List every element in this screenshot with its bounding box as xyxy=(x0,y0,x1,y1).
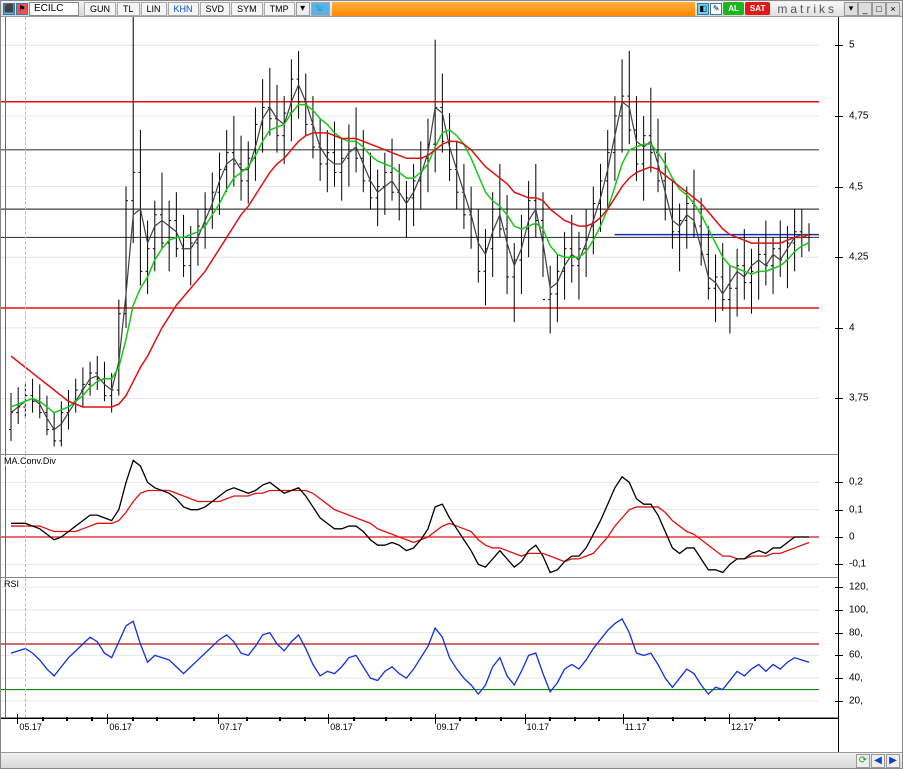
y-tick-label: 5 xyxy=(849,40,855,51)
chart-area: MA.Conv.Div RSI 05.17 06.17 07.17 08.17 09.1… xyxy=(1,17,902,752)
marker-vline xyxy=(25,17,26,454)
scroll-left-icon[interactable]: ◀ xyxy=(871,754,885,768)
btn-tl[interactable]: TL xyxy=(117,2,140,16)
toolbar: GUN TL LIN KHN SVD SYM TMP ▾ 🐦 xyxy=(84,2,330,16)
titlebar-accent xyxy=(332,2,695,16)
rsi-chart-svg xyxy=(1,578,819,718)
y-tick-label: 40, xyxy=(849,673,863,684)
y-tick-label: 3,75 xyxy=(849,393,868,404)
rsi-panel[interactable]: RSI xyxy=(1,578,838,718)
buy-pill[interactable]: AL xyxy=(723,2,744,15)
y-tick-label: 4,5 xyxy=(849,181,863,192)
y-tick-label: 20, xyxy=(849,695,863,706)
macd-panel[interactable]: MA.Conv.Div xyxy=(1,455,838,578)
refresh-icon[interactable]: ⟳ xyxy=(856,754,870,768)
cursor-vline xyxy=(5,455,6,577)
ticker-symbol[interactable]: ECILC xyxy=(29,2,79,16)
y-axis: 3,75 4 4,25 4,5 4,75 5 -0,1 0 0,1 0,2 20, 40, 60, 80,… xyxy=(838,17,902,752)
y-tick-label: 0,1 xyxy=(849,504,863,515)
rsi-label: RSI xyxy=(3,579,20,589)
x-tick-label: 08.17 xyxy=(330,722,353,732)
cursor-vline xyxy=(5,17,6,454)
x-tick-label: 07.17 xyxy=(220,722,243,732)
btn-gun[interactable]: GUN xyxy=(84,2,116,16)
btn-svd[interactable]: SVD xyxy=(200,2,231,16)
marker-vline xyxy=(25,578,26,717)
price-chart-svg xyxy=(1,17,819,455)
y-tick-label: 4 xyxy=(849,322,855,333)
btn-tmp[interactable]: TMP xyxy=(264,2,295,16)
btn-sym[interactable]: SYM xyxy=(231,2,263,16)
titlebar-left: ⬛ ⚑ ECILC GUN TL LIN KHN SVD SYM TMP ▾ 🐦 xyxy=(1,2,330,16)
y-tick-label: 80, xyxy=(849,627,863,638)
price-panel[interactable] xyxy=(1,17,838,455)
x-tick-label: 05.17 xyxy=(19,722,42,732)
maximize-icon[interactable]: □ xyxy=(872,2,886,16)
y-tick-label: 4,25 xyxy=(849,252,868,263)
pencil-icon[interactable]: ✎ xyxy=(710,3,722,15)
panels: MA.Conv.Div RSI 05.17 06.17 07.17 08.17 09.1… xyxy=(1,17,838,752)
x-tick-label: 11.17 xyxy=(625,722,647,732)
y-tick-label: 0,2 xyxy=(849,477,863,488)
y-tick-label: 120, xyxy=(849,582,868,593)
x-tick-label: 09.17 xyxy=(437,722,460,732)
y-tick-label: 100, xyxy=(849,604,868,615)
tool-icon-1[interactable]: ◧ xyxy=(697,3,709,15)
btn-lin[interactable]: LIN xyxy=(141,2,167,16)
y-tick-label: 60, xyxy=(849,650,863,661)
x-tick-label: 06.17 xyxy=(109,722,132,732)
statusbar: ⟳ ◀ ▶ xyxy=(1,752,902,768)
twitter-icon[interactable]: 🐦 xyxy=(311,2,330,16)
macd-chart-svg xyxy=(1,455,819,578)
scroll-right-icon[interactable]: ▶ xyxy=(886,754,900,768)
close-icon[interactable]: × xyxy=(886,2,900,16)
x-axis: 05.17 06.17 07.17 08.17 09.17 10.17 11.17 12.17 xyxy=(1,718,838,736)
window-controls: ▾ _ □ × xyxy=(844,2,900,16)
y-tick-label: 4,75 xyxy=(849,110,868,121)
x-tick-label: 12.17 xyxy=(731,722,754,732)
marker-vline xyxy=(25,455,26,577)
titlebar: ⬛ ⚑ ECILC GUN TL LIN KHN SVD SYM TMP ▾ 🐦… xyxy=(1,1,902,17)
y-tick-label: 0 xyxy=(849,532,855,543)
sell-pill[interactable]: SAT xyxy=(745,2,770,15)
flag-icon[interactable]: ⚑ xyxy=(16,3,28,15)
btn-khn[interactable]: KHN xyxy=(168,2,199,16)
brand-label: matriks xyxy=(771,2,843,16)
menu-down-icon[interactable]: ▾ xyxy=(844,2,858,16)
x-tick-label: 10.17 xyxy=(527,722,550,732)
minimize-icon[interactable]: _ xyxy=(858,2,872,16)
macd-label: MA.Conv.Div xyxy=(3,456,57,466)
y-tick-label: -0,1 xyxy=(849,559,866,570)
cursor-vline xyxy=(5,578,6,717)
chart-window: ⬛ ⚑ ECILC GUN TL LIN KHN SVD SYM TMP ▾ 🐦… xyxy=(0,0,903,769)
app-icon[interactable]: ⬛ xyxy=(3,3,15,15)
dropdown-icon[interactable]: ▾ xyxy=(296,2,310,16)
titlebar-right: ◧ ✎ AL SAT matriks ▾ _ □ × xyxy=(697,2,902,16)
